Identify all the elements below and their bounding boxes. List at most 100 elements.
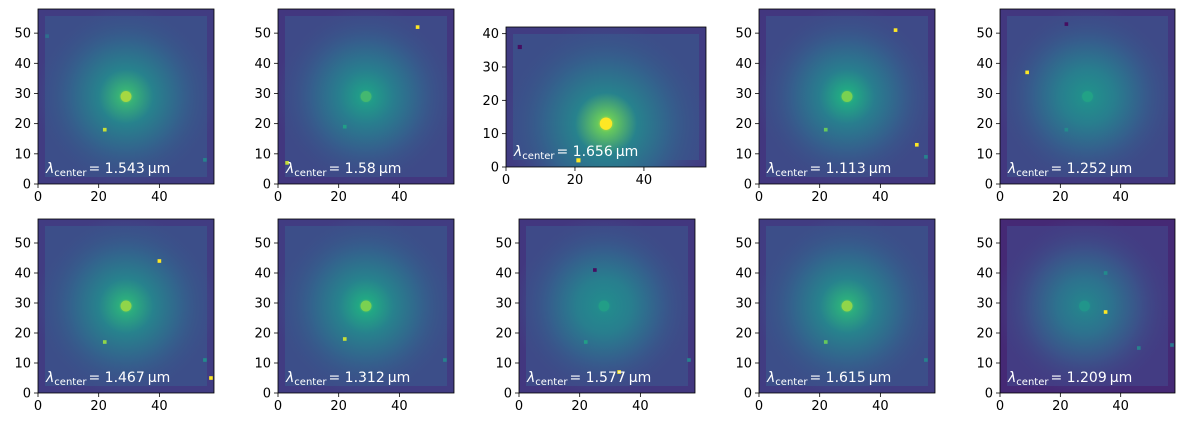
x-tick-label: 0: [755, 190, 763, 205]
galaxy-core: [1079, 300, 1090, 312]
image-data: [278, 219, 454, 393]
y-tick-label: 30: [254, 297, 271, 312]
wavelength-unit: μm: [869, 161, 892, 177]
x-tick-label: 0: [515, 399, 523, 414]
point-source: [593, 268, 597, 272]
point-source: [687, 358, 691, 362]
point-source: [1025, 70, 1029, 75]
galaxy-core: [1082, 91, 1093, 102]
galaxy-core: [841, 300, 853, 312]
y-tick-label: 20: [254, 327, 271, 342]
point-source: [1064, 22, 1069, 26]
x-tick-label: 40: [151, 190, 168, 205]
x-tick-label: 0: [996, 190, 1004, 205]
point-source: [823, 340, 828, 344]
point-source: [576, 158, 581, 163]
axes-frame: [37, 8, 215, 185]
point-source: [102, 127, 107, 132]
x-tick-label: 20: [90, 399, 107, 414]
y-tick-label: 30: [14, 87, 31, 102]
y-tick-label: 0: [985, 387, 993, 402]
image-data: [38, 9, 214, 184]
y-tick-label: 40: [482, 27, 499, 42]
wavelength-unit: μm: [148, 161, 171, 177]
x-tick-label: 20: [567, 173, 584, 188]
y-tick-label: 20: [14, 117, 31, 132]
wavelength-unit: μm: [148, 370, 171, 386]
lambda-symbol: λ: [285, 370, 294, 386]
y-tick-label: 0: [744, 178, 752, 193]
lambda-symbol: λ: [45, 161, 54, 177]
y-tick-label: 10: [254, 357, 271, 372]
image-panel-2: 0 20 40 0 10 20 30 40 50 λcenter = 1.58 μm: [254, 8, 455, 205]
y-tick-label: 40: [254, 267, 271, 282]
y-tick-label: 30: [976, 87, 993, 102]
y-tick-label: 10: [976, 357, 993, 372]
point-source: [517, 44, 522, 50]
axes-frame: [999, 218, 1176, 394]
wavelength-label: λcenter = 1.312 μm: [285, 370, 410, 388]
lambda-subscript: center: [775, 377, 808, 388]
y-tick-label: 30: [495, 297, 512, 312]
y-tick-label: 40: [976, 57, 993, 72]
x-tick-label: 40: [632, 399, 649, 414]
galaxy-core: [120, 91, 132, 102]
y-tick-label: 0: [985, 178, 993, 193]
y-tick-label: 0: [263, 387, 271, 402]
x-tick-label: 0: [34, 190, 42, 205]
image-panel-3: 0 20 40 0 10 20 30 40 λcenter = 1.656 μm: [482, 26, 707, 188]
point-source: [1103, 310, 1108, 314]
lambda-symbol: λ: [1007, 161, 1016, 177]
lambda-subscript: center: [535, 377, 568, 388]
x-tick-label: 0: [274, 190, 282, 205]
y-tick-label: 10: [254, 147, 271, 162]
axes-frame: [758, 218, 936, 394]
wavelength-value: = 1.58: [328, 161, 375, 177]
y-tick-label: 40: [735, 267, 752, 282]
lambda-subscript: center: [294, 168, 327, 179]
y-tick-label: 50: [976, 237, 993, 252]
wavelength-unit: μm: [1110, 370, 1133, 386]
y-tick-label: 20: [735, 327, 752, 342]
y-tick-label: 20: [14, 327, 31, 342]
point-source: [157, 259, 162, 263]
x-tick-label: 20: [330, 399, 347, 414]
wavelength-value: = 1.656: [556, 144, 612, 160]
x-tick-label: 0: [755, 399, 763, 414]
galaxy-core: [360, 91, 372, 102]
y-tick-label: 50: [14, 27, 31, 42]
x-tick-label: 40: [1112, 190, 1129, 205]
x-tick-label: 20: [811, 399, 828, 414]
x-tick-label: 40: [391, 399, 408, 414]
lambda-subscript: center: [775, 168, 808, 179]
image-data: [1000, 9, 1175, 184]
lambda-subscript: center: [1016, 377, 1049, 388]
y-tick-label: 0: [23, 178, 31, 193]
y-tick-label: 40: [254, 57, 271, 72]
y-tick-label: 10: [976, 147, 993, 162]
wavelength-label: λcenter = 1.543 μm: [45, 161, 170, 179]
point-source: [415, 25, 420, 29]
x-tick-label: 20: [1052, 190, 1069, 205]
axes-frame: [758, 8, 936, 185]
lambda-subscript: center: [1016, 168, 1049, 179]
y-tick-label: 50: [976, 27, 993, 42]
lambda-subscript: center: [294, 377, 327, 388]
wavelength-value: = 1.113: [809, 161, 865, 177]
wavelength-label: λcenter = 1.577 μm: [526, 370, 651, 388]
x-tick-label: 40: [391, 190, 408, 205]
y-tick-label: 50: [495, 237, 512, 252]
galaxy-glow: [506, 27, 706, 167]
point-source: [914, 142, 919, 147]
y-tick-label: 50: [254, 27, 271, 42]
y-tick-label: 40: [976, 267, 993, 282]
point-source: [285, 161, 289, 165]
point-source: [823, 127, 828, 132]
image-data: [519, 219, 695, 393]
lambda-symbol: λ: [526, 370, 535, 386]
y-tick-label: 10: [14, 357, 31, 372]
wavelength-label: λcenter = 1.209 μm: [1007, 370, 1132, 388]
axes-frame: [999, 8, 1176, 185]
image-panel-1: 0 20 40 0 10 20 30 40 50 λcenter = 1.543 μm: [14, 8, 215, 205]
